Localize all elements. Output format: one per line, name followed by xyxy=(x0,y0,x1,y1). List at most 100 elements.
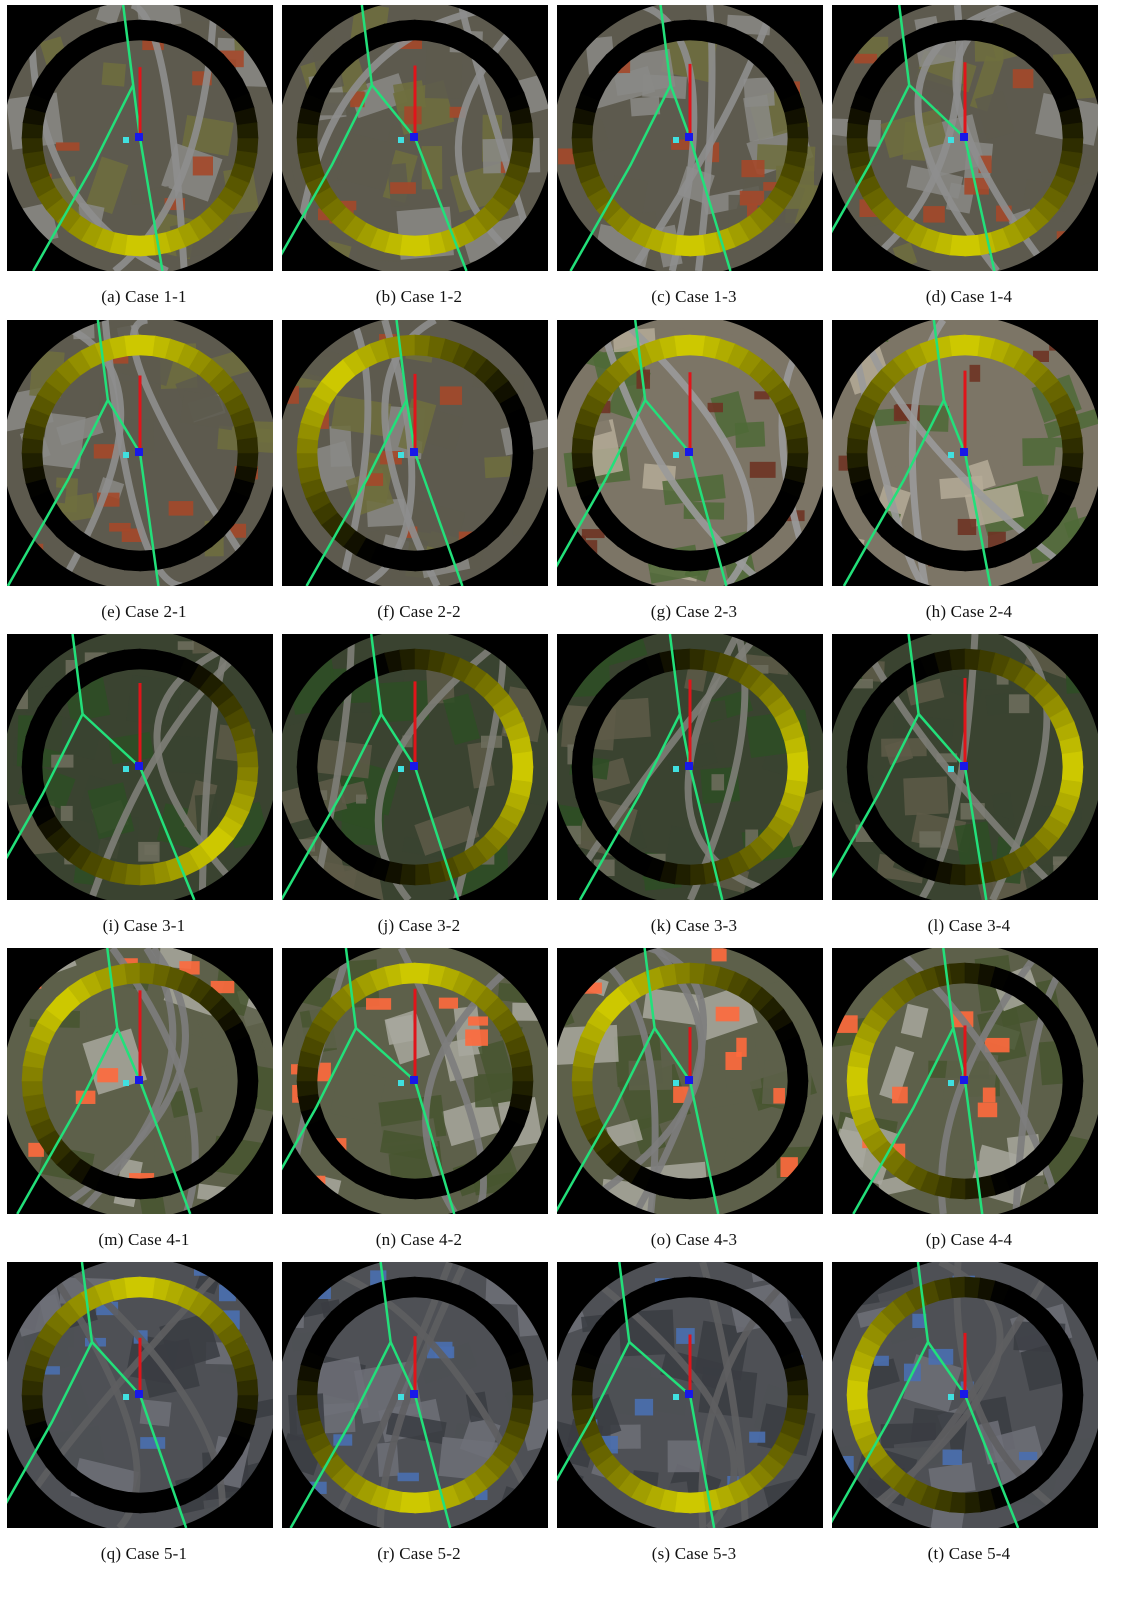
outer-mask xyxy=(7,634,273,900)
direction-ring xyxy=(571,1276,809,1514)
panel-caption: (o) Case 4-3 xyxy=(650,1230,738,1249)
panel: (l) Case 3-4 xyxy=(832,634,1106,948)
panel-caption: (l) Case 3-4 xyxy=(927,916,1011,935)
aerial-view xyxy=(832,634,1098,900)
panel-caption: (a) Case 1-1 xyxy=(101,287,187,306)
panel: (f) Case 2-2 xyxy=(282,320,556,634)
panel: (n) Case 4-2 xyxy=(282,948,556,1262)
outer-mask xyxy=(557,320,823,586)
waypoint-marker xyxy=(673,137,679,143)
panel: (p) Case 4-4 xyxy=(832,948,1106,1262)
aerial-image xyxy=(282,1262,556,1536)
direction-ring xyxy=(846,19,1084,257)
direction-ring xyxy=(846,334,1084,572)
position-marker xyxy=(135,1076,143,1084)
panel-caption: (h) Case 2-4 xyxy=(925,602,1013,621)
aerial-image xyxy=(557,634,831,908)
panel-caption: (k) Case 3-3 xyxy=(650,916,738,935)
position-marker xyxy=(135,762,143,770)
aerial-image xyxy=(282,5,556,279)
panel: (r) Case 5-2 xyxy=(282,1262,556,1576)
aerial-image xyxy=(832,634,1106,908)
direction-ring xyxy=(296,648,534,886)
panel-caption: (d) Case 1-4 xyxy=(925,287,1013,306)
aerial-image xyxy=(557,320,831,594)
waypoint-marker xyxy=(673,766,679,772)
outer-mask xyxy=(282,634,548,900)
aerial-image xyxy=(282,634,556,908)
direction-ring xyxy=(296,19,534,257)
aerial-view xyxy=(7,948,273,1214)
outer-mask xyxy=(557,634,823,900)
panel: (c) Case 1-3 xyxy=(557,5,831,319)
aerial-image xyxy=(832,5,1106,279)
position-marker xyxy=(685,762,693,770)
position-marker xyxy=(960,762,968,770)
position-marker xyxy=(685,1390,693,1398)
outer-mask xyxy=(7,1262,273,1528)
aerial-image xyxy=(557,5,831,279)
outer-mask xyxy=(832,634,1098,900)
panel-caption: (m) Case 4-1 xyxy=(98,1230,190,1249)
aerial-image xyxy=(7,320,281,594)
aerial-image xyxy=(7,634,281,908)
position-marker xyxy=(410,448,418,456)
outer-mask xyxy=(282,320,548,586)
panel-caption: (f) Case 2-2 xyxy=(377,602,461,621)
direction-ring xyxy=(846,962,1084,1200)
waypoint-marker xyxy=(948,452,954,458)
panel: (j) Case 3-2 xyxy=(282,634,556,948)
panel-caption: (c) Case 1-3 xyxy=(651,287,737,306)
position-marker xyxy=(960,1390,968,1398)
outer-mask xyxy=(832,948,1098,1214)
aerial-view xyxy=(557,1262,823,1528)
outer-mask xyxy=(557,948,823,1214)
outer-mask xyxy=(557,1262,823,1528)
waypoint-marker xyxy=(948,766,954,772)
aerial-image xyxy=(832,320,1106,594)
waypoint-marker xyxy=(948,137,954,143)
outer-mask xyxy=(282,948,548,1214)
aerial-image xyxy=(282,948,556,1222)
waypoint-marker xyxy=(398,1394,404,1400)
panel: (e) Case 2-1 xyxy=(7,320,281,634)
outer-mask xyxy=(7,5,273,271)
direction-ring xyxy=(21,648,259,886)
direction-ring xyxy=(571,648,809,886)
waypoint-marker xyxy=(123,452,129,458)
position-marker xyxy=(685,1076,693,1084)
direction-ring xyxy=(296,334,534,572)
panel-caption: (g) Case 2-3 xyxy=(650,602,738,621)
outer-mask xyxy=(282,1262,548,1528)
panel: (d) Case 1-4 xyxy=(832,5,1106,319)
direction-ring xyxy=(21,19,259,257)
aerial-image xyxy=(7,1262,281,1536)
panel-caption: (s) Case 5-3 xyxy=(651,1544,737,1563)
panel: (k) Case 3-3 xyxy=(557,634,831,948)
panel: (q) Case 5-1 xyxy=(7,1262,281,1576)
outer-mask xyxy=(557,5,823,271)
panel-caption: (t) Case 5-4 xyxy=(927,1544,1011,1563)
panel: (b) Case 1-2 xyxy=(282,5,556,319)
position-marker xyxy=(135,448,143,456)
aerial-view xyxy=(282,320,548,586)
panel-caption: (i) Case 3-1 xyxy=(102,916,186,935)
waypoint-marker xyxy=(123,1394,129,1400)
panel: (g) Case 2-3 xyxy=(557,320,831,634)
waypoint-marker xyxy=(398,766,404,772)
waypoint-marker xyxy=(398,137,404,143)
aerial-view xyxy=(832,948,1098,1214)
panel-caption: (b) Case 1-2 xyxy=(375,287,463,306)
waypoint-marker xyxy=(123,766,129,772)
outer-mask xyxy=(7,320,273,586)
waypoint-marker xyxy=(948,1394,954,1400)
aerial-image xyxy=(557,1262,831,1536)
aerial-image xyxy=(7,5,281,279)
direction-ring xyxy=(21,962,259,1200)
position-marker xyxy=(960,1076,968,1084)
aerial-image xyxy=(832,948,1106,1222)
position-marker xyxy=(410,1076,418,1084)
position-marker xyxy=(135,133,143,141)
panel-caption: (q) Case 5-1 xyxy=(100,1544,188,1563)
